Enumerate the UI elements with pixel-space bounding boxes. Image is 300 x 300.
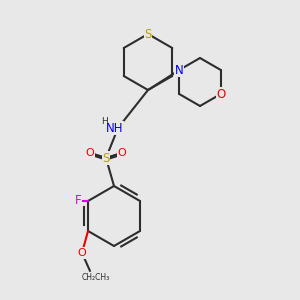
Text: CH₂CH₃: CH₂CH₃ <box>82 272 110 281</box>
Text: O: O <box>118 148 126 158</box>
Text: NH: NH <box>106 122 124 134</box>
Text: O: O <box>216 88 225 100</box>
Text: S: S <box>144 28 152 40</box>
Text: S: S <box>102 152 110 164</box>
Text: N: N <box>175 64 184 76</box>
Text: H: H <box>102 118 108 127</box>
Text: O: O <box>85 148 94 158</box>
Text: F: F <box>75 194 81 208</box>
Text: O: O <box>78 248 86 258</box>
